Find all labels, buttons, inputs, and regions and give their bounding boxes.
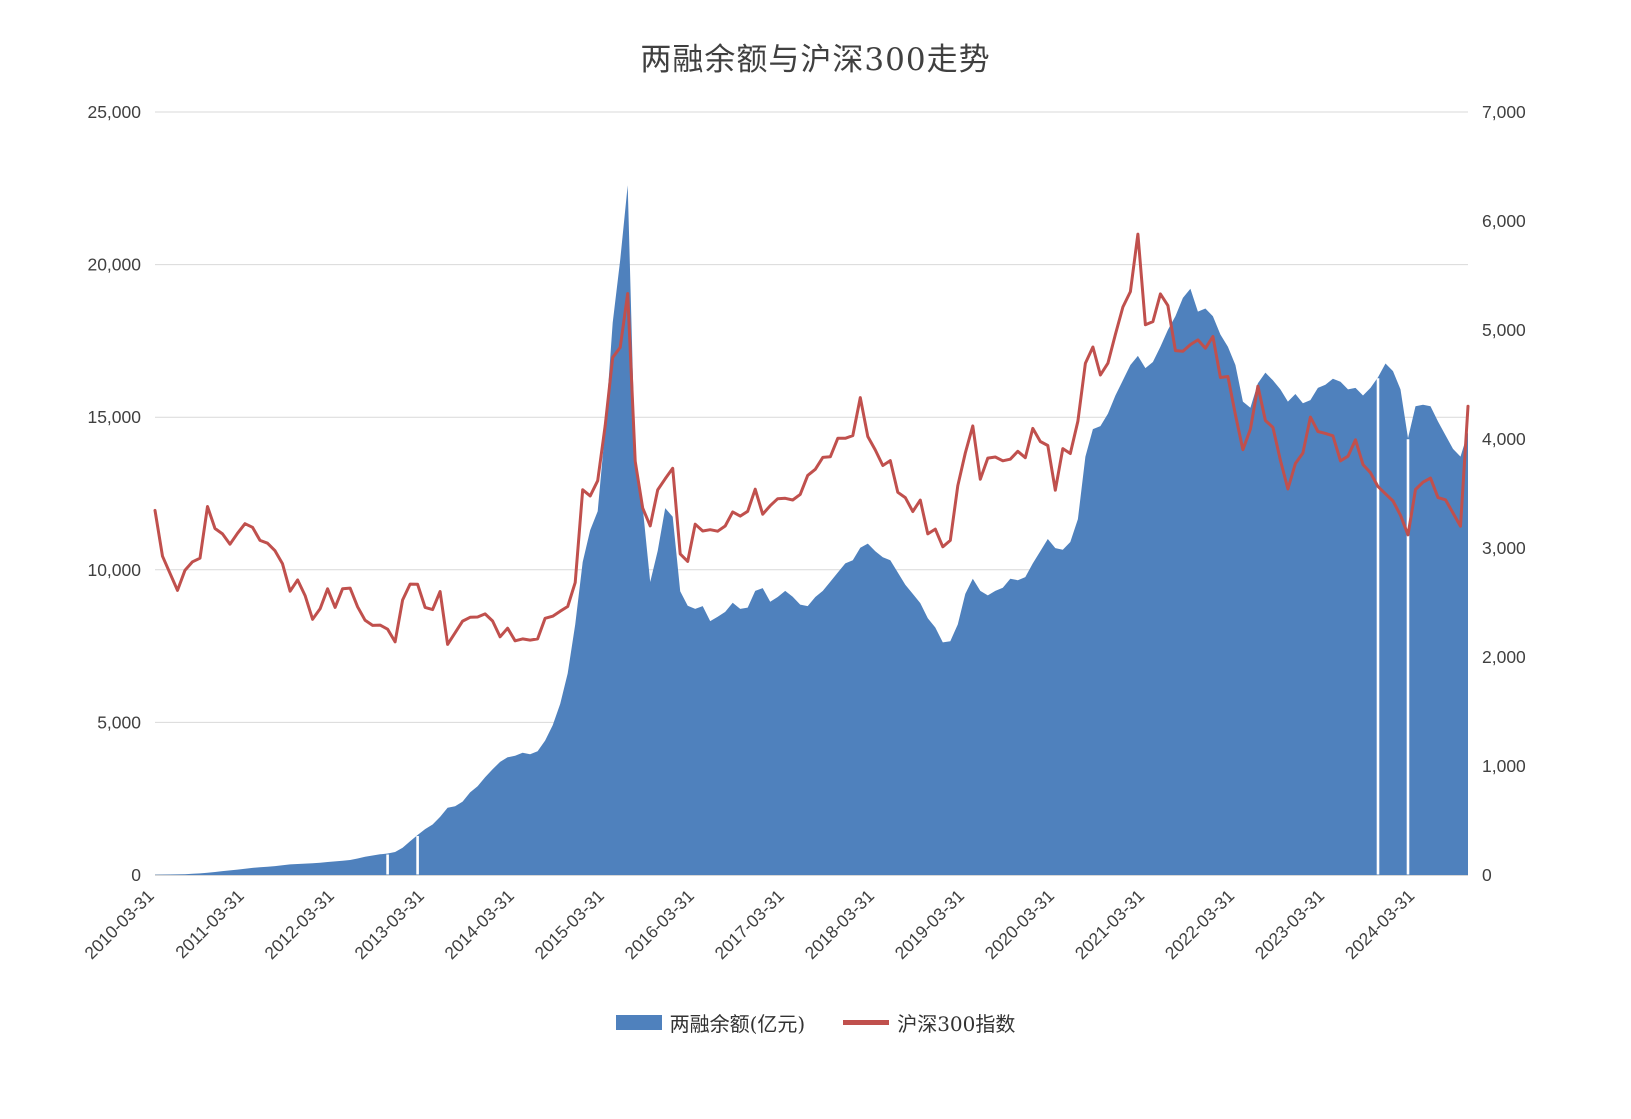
x-axis-tick-label: 2014-03-31 (440, 886, 517, 963)
x-axis-tick-label: 2013-03-31 (350, 886, 427, 963)
x-axis-tick-label: 2020-03-31 (981, 886, 1058, 963)
y-axis-right-tick-label: 1,000 (1482, 756, 1526, 776)
margin-balance-swatch-icon (615, 1015, 662, 1030)
y-axis-right-tick-label: 4,000 (1482, 429, 1526, 449)
x-axis-tick-label: 2023-03-31 (1251, 886, 1328, 963)
y-axis-left-tick-label: 25,000 (87, 102, 141, 122)
y-axis-left-tick-label: 5,000 (97, 712, 141, 732)
legend-label-csi300: 沪深300指数 (897, 1012, 1016, 1036)
y-axis-right-tick-label: 7,000 (1482, 102, 1526, 122)
x-axis-tick-label: 2018-03-31 (801, 886, 878, 963)
x-axis-tick-label: 2011-03-31 (171, 886, 248, 963)
x-axis-tick-label: 2021-03-31 (1071, 886, 1148, 963)
x-axis-tick-label: 2010-03-31 (80, 886, 157, 963)
y-axis-right-tick-label: 5,000 (1482, 320, 1526, 340)
x-axis-tick-label: 2024-03-31 (1341, 886, 1418, 963)
y-axis-right-tick-label: 2,000 (1482, 647, 1526, 667)
legend-item-margin-balance: 两融余额(亿元) (615, 1008, 806, 1037)
chart-title: 两融余额与沪深300走势 (640, 42, 991, 78)
x-axis-tick-label: 2012-03-31 (260, 886, 337, 963)
chart-legend: 两融余额(亿元) 沪深300指数 (0, 1008, 1631, 1037)
y-axis-left-tick-label: 0 (131, 865, 141, 885)
x-axis-tick-label: 2017-03-31 (711, 886, 788, 963)
x-axis-tick-label: 2019-03-31 (891, 886, 968, 963)
y-axis-left-tick-label: 10,000 (87, 560, 141, 580)
x-axis-tick-label: 2015-03-31 (531, 886, 608, 963)
y-axis-right-tick-label: 0 (1482, 865, 1492, 885)
legend-item-csi300: 沪深300指数 (843, 1008, 1015, 1037)
x-axis-tick-label: 2016-03-31 (621, 886, 698, 963)
csi300-line (153, 232, 1470, 646)
csi300-line-swatch-icon (843, 1020, 890, 1025)
y-axis-right-tick-label: 6,000 (1482, 211, 1526, 231)
x-axis-tick-label: 2022-03-31 (1161, 886, 1238, 963)
y-axis-right-tick-label: 3,000 (1482, 538, 1526, 558)
y-axis-left-tick-label: 20,000 (87, 255, 141, 275)
y-axis-left-tick-label: 15,000 (87, 407, 141, 427)
legend-label-margin-balance: 两融余额(亿元) (669, 1012, 806, 1036)
margin-balance-area (155, 185, 1468, 875)
